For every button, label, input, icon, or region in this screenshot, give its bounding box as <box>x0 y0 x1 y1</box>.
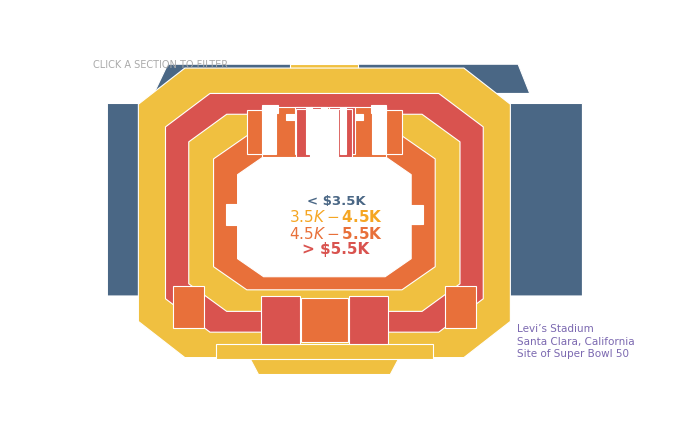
Bar <box>349 296 388 344</box>
Polygon shape <box>154 64 530 93</box>
Bar <box>340 106 346 154</box>
Bar <box>310 109 339 157</box>
Polygon shape <box>243 345 406 374</box>
Bar <box>410 207 421 224</box>
Bar <box>339 109 352 157</box>
Polygon shape <box>108 104 222 296</box>
Bar <box>262 106 386 157</box>
Bar <box>295 106 306 154</box>
Bar <box>444 286 476 328</box>
Polygon shape <box>238 157 411 277</box>
Polygon shape <box>468 104 582 296</box>
Bar <box>216 344 433 359</box>
Bar <box>262 106 277 154</box>
Bar <box>354 114 363 121</box>
Bar <box>285 114 295 121</box>
Bar <box>295 110 312 155</box>
Bar <box>339 110 355 155</box>
Bar <box>306 106 312 154</box>
Bar <box>411 205 423 225</box>
Text: < $3.5K: < $3.5K <box>307 195 365 208</box>
Bar <box>329 106 340 154</box>
Polygon shape <box>188 114 460 311</box>
Bar <box>312 109 336 157</box>
Bar <box>301 297 348 342</box>
Bar <box>262 105 278 113</box>
Bar <box>297 109 310 157</box>
Polygon shape <box>166 93 483 332</box>
Bar <box>247 110 262 154</box>
Polygon shape <box>139 68 510 357</box>
Text: > $5.5K: > $5.5K <box>302 242 369 256</box>
Text: CLICK A SECTION TO FILTER: CLICK A SECTION TO FILTER <box>94 60 229 70</box>
Bar <box>261 296 299 344</box>
Bar <box>386 110 402 154</box>
Text: $3.5K - $4.5K: $3.5K - $4.5K <box>289 209 383 225</box>
Text: Site of Super Bowl 50: Site of Super Bowl 50 <box>517 349 629 359</box>
Bar <box>173 286 204 328</box>
Bar <box>310 106 321 154</box>
Bar <box>289 64 358 93</box>
Bar <box>372 106 386 154</box>
Text: Levi’s Stadium: Levi’s Stadium <box>517 325 594 334</box>
Bar <box>321 106 328 154</box>
Text: $4.5K - $5.5K: $4.5K - $5.5K <box>289 226 383 242</box>
Bar <box>256 114 285 151</box>
Bar <box>345 106 355 154</box>
Bar <box>371 105 386 113</box>
Text: Santa Clara, California: Santa Clara, California <box>517 337 634 347</box>
Bar <box>363 114 392 151</box>
Bar <box>226 204 238 225</box>
Bar <box>354 114 371 151</box>
Bar <box>314 110 324 155</box>
Bar <box>278 114 295 151</box>
Polygon shape <box>213 136 435 290</box>
